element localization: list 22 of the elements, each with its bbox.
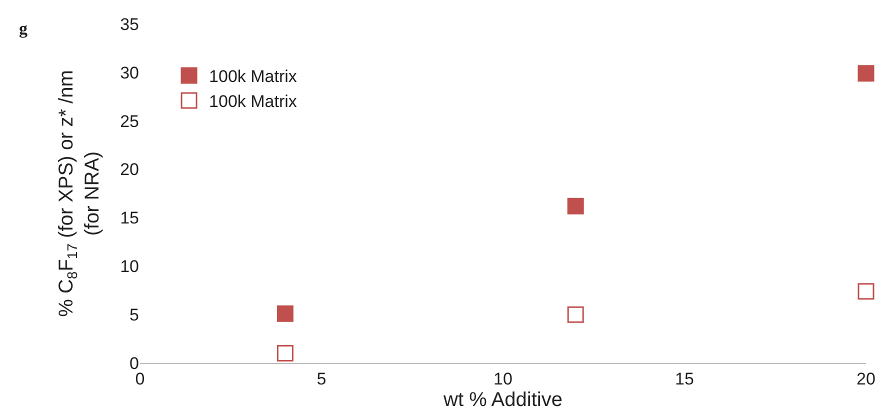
y-tick-label: 15 — [120, 208, 139, 228]
x-tick-label: 5 — [316, 369, 326, 388]
y-tick-label: 5 — [130, 306, 139, 325]
point — [276, 305, 294, 322]
point — [858, 65, 874, 82]
y-tick-label: 35 — [120, 14, 139, 34]
y-tick-label: 0 — [130, 354, 139, 373]
y-tick-label: 25 — [120, 112, 139, 131]
y-tick-label: 20 — [120, 160, 139, 180]
legend-label: 100k Matrix — [209, 92, 298, 112]
x-tick-label: 20 — [856, 369, 876, 388]
y-tick-label: 10 — [120, 257, 139, 276]
legend-label: 100k Matrix — [209, 67, 298, 86]
x-tick-label: 15 — [675, 369, 694, 388]
text: g — [19, 19, 28, 38]
x-axis-title: wt % Additive — [442, 388, 562, 411]
point — [567, 198, 584, 214]
point — [276, 345, 294, 362]
point — [567, 306, 584, 323]
y-tick-label: 30 — [120, 63, 139, 82]
x-tick-label: 10 — [494, 369, 512, 388]
point — [858, 283, 874, 300]
